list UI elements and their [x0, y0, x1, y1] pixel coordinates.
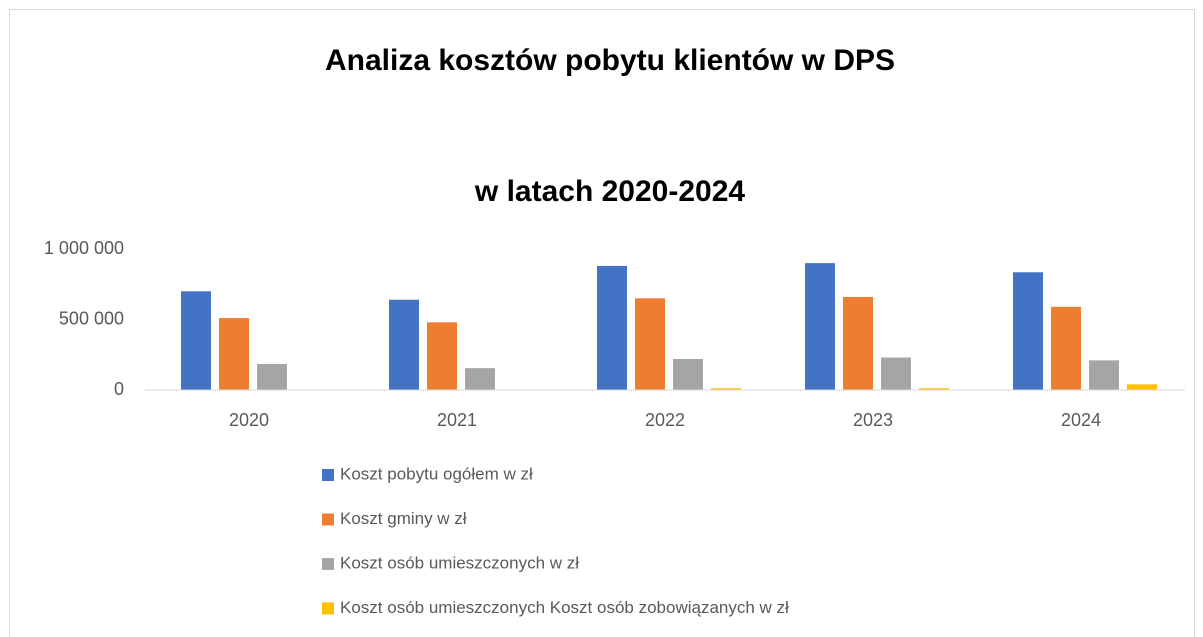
legend-swatch: [322, 602, 334, 615]
bar: [1013, 272, 1043, 390]
y-tick-label: 0: [114, 379, 124, 399]
x-tick-label: 2022: [645, 410, 685, 430]
y-tick-label: 1 000 000: [44, 238, 124, 258]
legend-label: Koszt gminy w zł: [340, 509, 467, 528]
bar: [597, 265, 627, 390]
x-tick-label: 2023: [853, 410, 893, 430]
bar: [389, 299, 419, 390]
bar: [711, 388, 741, 390]
chart-subtitle: w latach 2020-2024: [474, 175, 745, 208]
bar: [919, 388, 949, 390]
bar: [1127, 384, 1157, 390]
legend-label: Koszt pobytu ogółem w zł: [340, 464, 533, 483]
bar: [257, 363, 287, 390]
bar: [673, 358, 703, 390]
bar: [1051, 306, 1081, 390]
chart-title: Analiza kosztów pobytu klientów w DPS: [325, 44, 895, 77]
bar: [1089, 360, 1119, 390]
legend-label: Koszt osób umieszczonych Koszt osób zobo…: [340, 598, 789, 617]
legend-label: Koszt osób umieszczonych w zł: [340, 553, 579, 572]
legend-swatch: [322, 558, 334, 570]
x-tick-label: 2021: [437, 410, 477, 430]
bar: [635, 298, 665, 390]
x-tick-label: 2024: [1061, 410, 1101, 430]
bar: [881, 357, 911, 390]
bar: [805, 263, 835, 390]
bar: [219, 318, 249, 390]
bar: [465, 368, 495, 390]
legend-swatch: [322, 513, 334, 526]
legend-swatch: [322, 469, 334, 481]
bar: [181, 291, 211, 390]
bar: [843, 296, 873, 390]
y-tick-label: 500 000: [59, 308, 124, 328]
x-tick-label: 2020: [229, 410, 269, 430]
bar: [427, 322, 457, 390]
